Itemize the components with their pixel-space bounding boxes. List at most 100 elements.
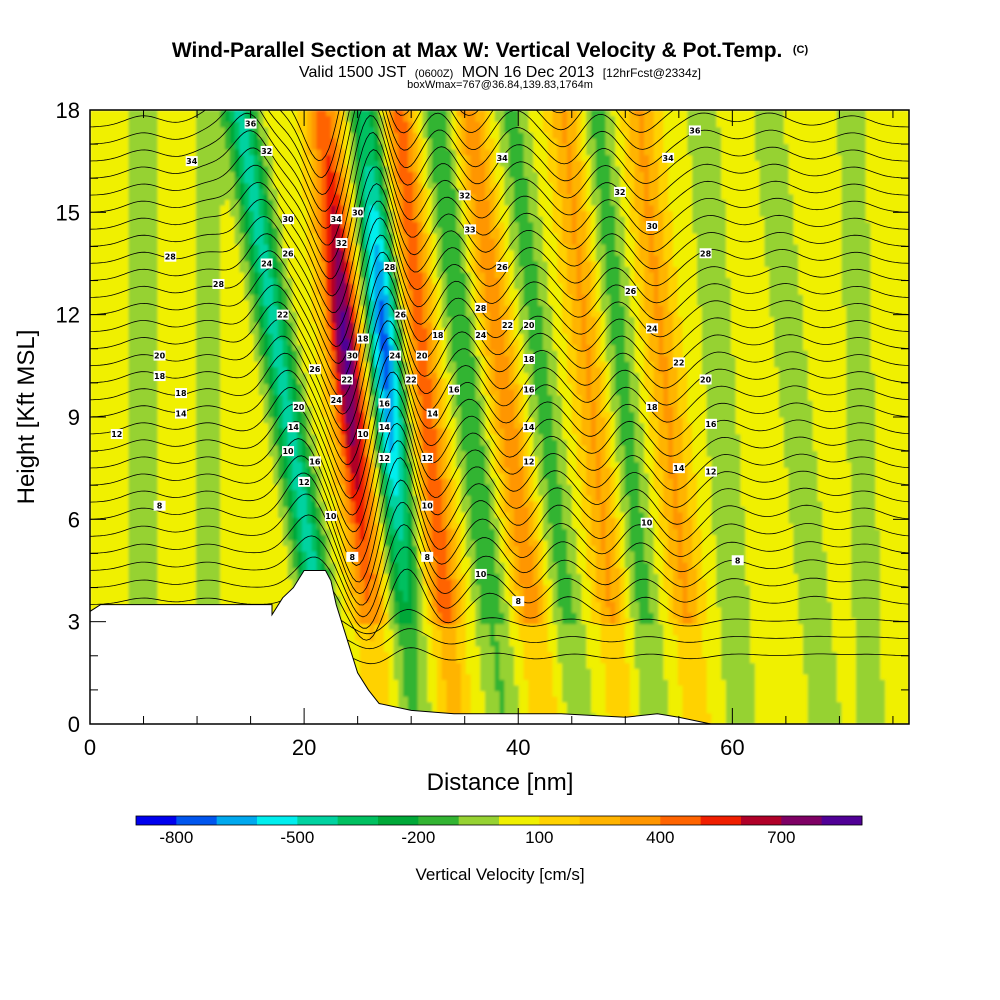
velocity-cell xyxy=(677,657,684,664)
velocity-cell xyxy=(552,651,558,658)
velocity-cell xyxy=(345,612,351,619)
velocity-cell xyxy=(865,590,872,597)
velocity-cell xyxy=(422,573,428,580)
velocity-cell xyxy=(398,690,404,697)
velocity-cell xyxy=(716,562,722,569)
velocity-cell xyxy=(369,657,375,664)
velocity-cell xyxy=(562,696,568,703)
velocity-cell xyxy=(615,629,621,636)
velocity-cell xyxy=(774,651,780,658)
velocity-cell xyxy=(672,629,679,636)
velocity-cell xyxy=(398,651,404,658)
velocity-cell xyxy=(817,657,823,664)
velocity-cell xyxy=(759,640,766,647)
velocity-cell xyxy=(465,573,472,580)
velocity-cell xyxy=(200,562,207,569)
velocity-cell xyxy=(899,623,905,630)
velocity-cell xyxy=(894,707,900,714)
copyright-mark: (C) xyxy=(793,44,809,56)
velocity-cell xyxy=(812,623,819,630)
velocity-cell xyxy=(745,696,751,703)
velocity-cell xyxy=(533,690,539,697)
velocity-cell xyxy=(427,617,433,625)
velocity-cell xyxy=(735,679,741,686)
velocity-cell xyxy=(504,696,510,703)
velocity-cell xyxy=(783,601,790,608)
velocity-cell xyxy=(759,590,766,597)
velocity-cell xyxy=(273,584,279,591)
velocity-cell xyxy=(591,584,597,591)
velocity-cell xyxy=(750,629,756,636)
velocity-cell xyxy=(677,601,684,608)
velocity-cell xyxy=(745,712,751,720)
velocity-cell xyxy=(701,679,708,686)
velocity-cell xyxy=(480,701,486,708)
velocity-cell xyxy=(619,651,626,658)
velocity-cell xyxy=(369,578,375,586)
velocity-cell xyxy=(865,662,872,669)
velocity-cell xyxy=(851,590,857,597)
velocity-cell xyxy=(803,657,809,664)
velocity-cell xyxy=(224,584,231,591)
velocity-cell xyxy=(562,657,568,664)
velocity-cell xyxy=(403,617,409,625)
velocity-cell xyxy=(485,584,491,591)
velocity-cell xyxy=(417,662,424,669)
velocity-cell xyxy=(750,657,756,664)
velocity-cell xyxy=(480,590,486,597)
velocity-cell xyxy=(340,617,346,625)
velocity-cell xyxy=(735,684,741,692)
velocity-cell xyxy=(436,573,443,580)
velocity-cell xyxy=(884,701,891,708)
velocity-cell xyxy=(870,578,876,586)
velocity-cell xyxy=(619,590,626,597)
velocity-cell xyxy=(740,645,746,653)
velocity-cell xyxy=(648,640,655,647)
velocity-cell xyxy=(812,701,819,708)
velocity-cell xyxy=(846,718,852,724)
velocity-cell xyxy=(513,573,520,580)
velocity-cell xyxy=(432,606,438,613)
velocity-cell xyxy=(735,629,741,636)
velocity-cell xyxy=(301,562,308,569)
velocity-cell xyxy=(90,567,96,574)
velocity-cell xyxy=(566,679,573,686)
velocity-cell xyxy=(701,584,708,591)
velocity-cell xyxy=(841,629,847,636)
velocity-cell xyxy=(817,668,823,675)
velocity-cell xyxy=(354,584,361,591)
velocity-cell xyxy=(822,651,828,658)
velocity-cell xyxy=(364,673,371,680)
velocity-cell xyxy=(330,578,337,586)
velocity-cell xyxy=(836,562,843,569)
velocity-cell xyxy=(359,584,366,591)
velocity-cell xyxy=(624,679,631,686)
velocity-cell xyxy=(326,562,332,569)
velocity-cell xyxy=(793,617,799,625)
velocity-cell xyxy=(224,567,231,574)
velocity-cell xyxy=(591,578,597,586)
velocity-cell xyxy=(865,584,872,591)
velocity-cell xyxy=(446,651,452,658)
velocity-cell xyxy=(369,640,375,647)
velocity-cell xyxy=(774,595,780,602)
velocity-cell xyxy=(509,651,515,658)
velocity-cell xyxy=(644,601,650,608)
velocity-cell xyxy=(745,617,751,625)
velocity-cell xyxy=(547,657,554,664)
velocity-cell xyxy=(860,573,867,580)
velocity-cell xyxy=(831,629,838,636)
velocity-cell xyxy=(889,629,896,636)
velocity-cell xyxy=(398,679,404,686)
velocity-cell xyxy=(894,718,900,724)
velocity-cell xyxy=(547,562,554,569)
velocity-cell xyxy=(475,590,481,597)
velocity-cell xyxy=(817,673,823,680)
velocity-cell xyxy=(730,712,737,720)
velocity-cell xyxy=(465,651,472,658)
velocity-cell xyxy=(769,584,775,591)
velocity-cell xyxy=(644,668,650,675)
velocity-cell xyxy=(807,584,814,591)
velocity-cell xyxy=(904,590,909,597)
velocity-cell xyxy=(716,629,722,636)
